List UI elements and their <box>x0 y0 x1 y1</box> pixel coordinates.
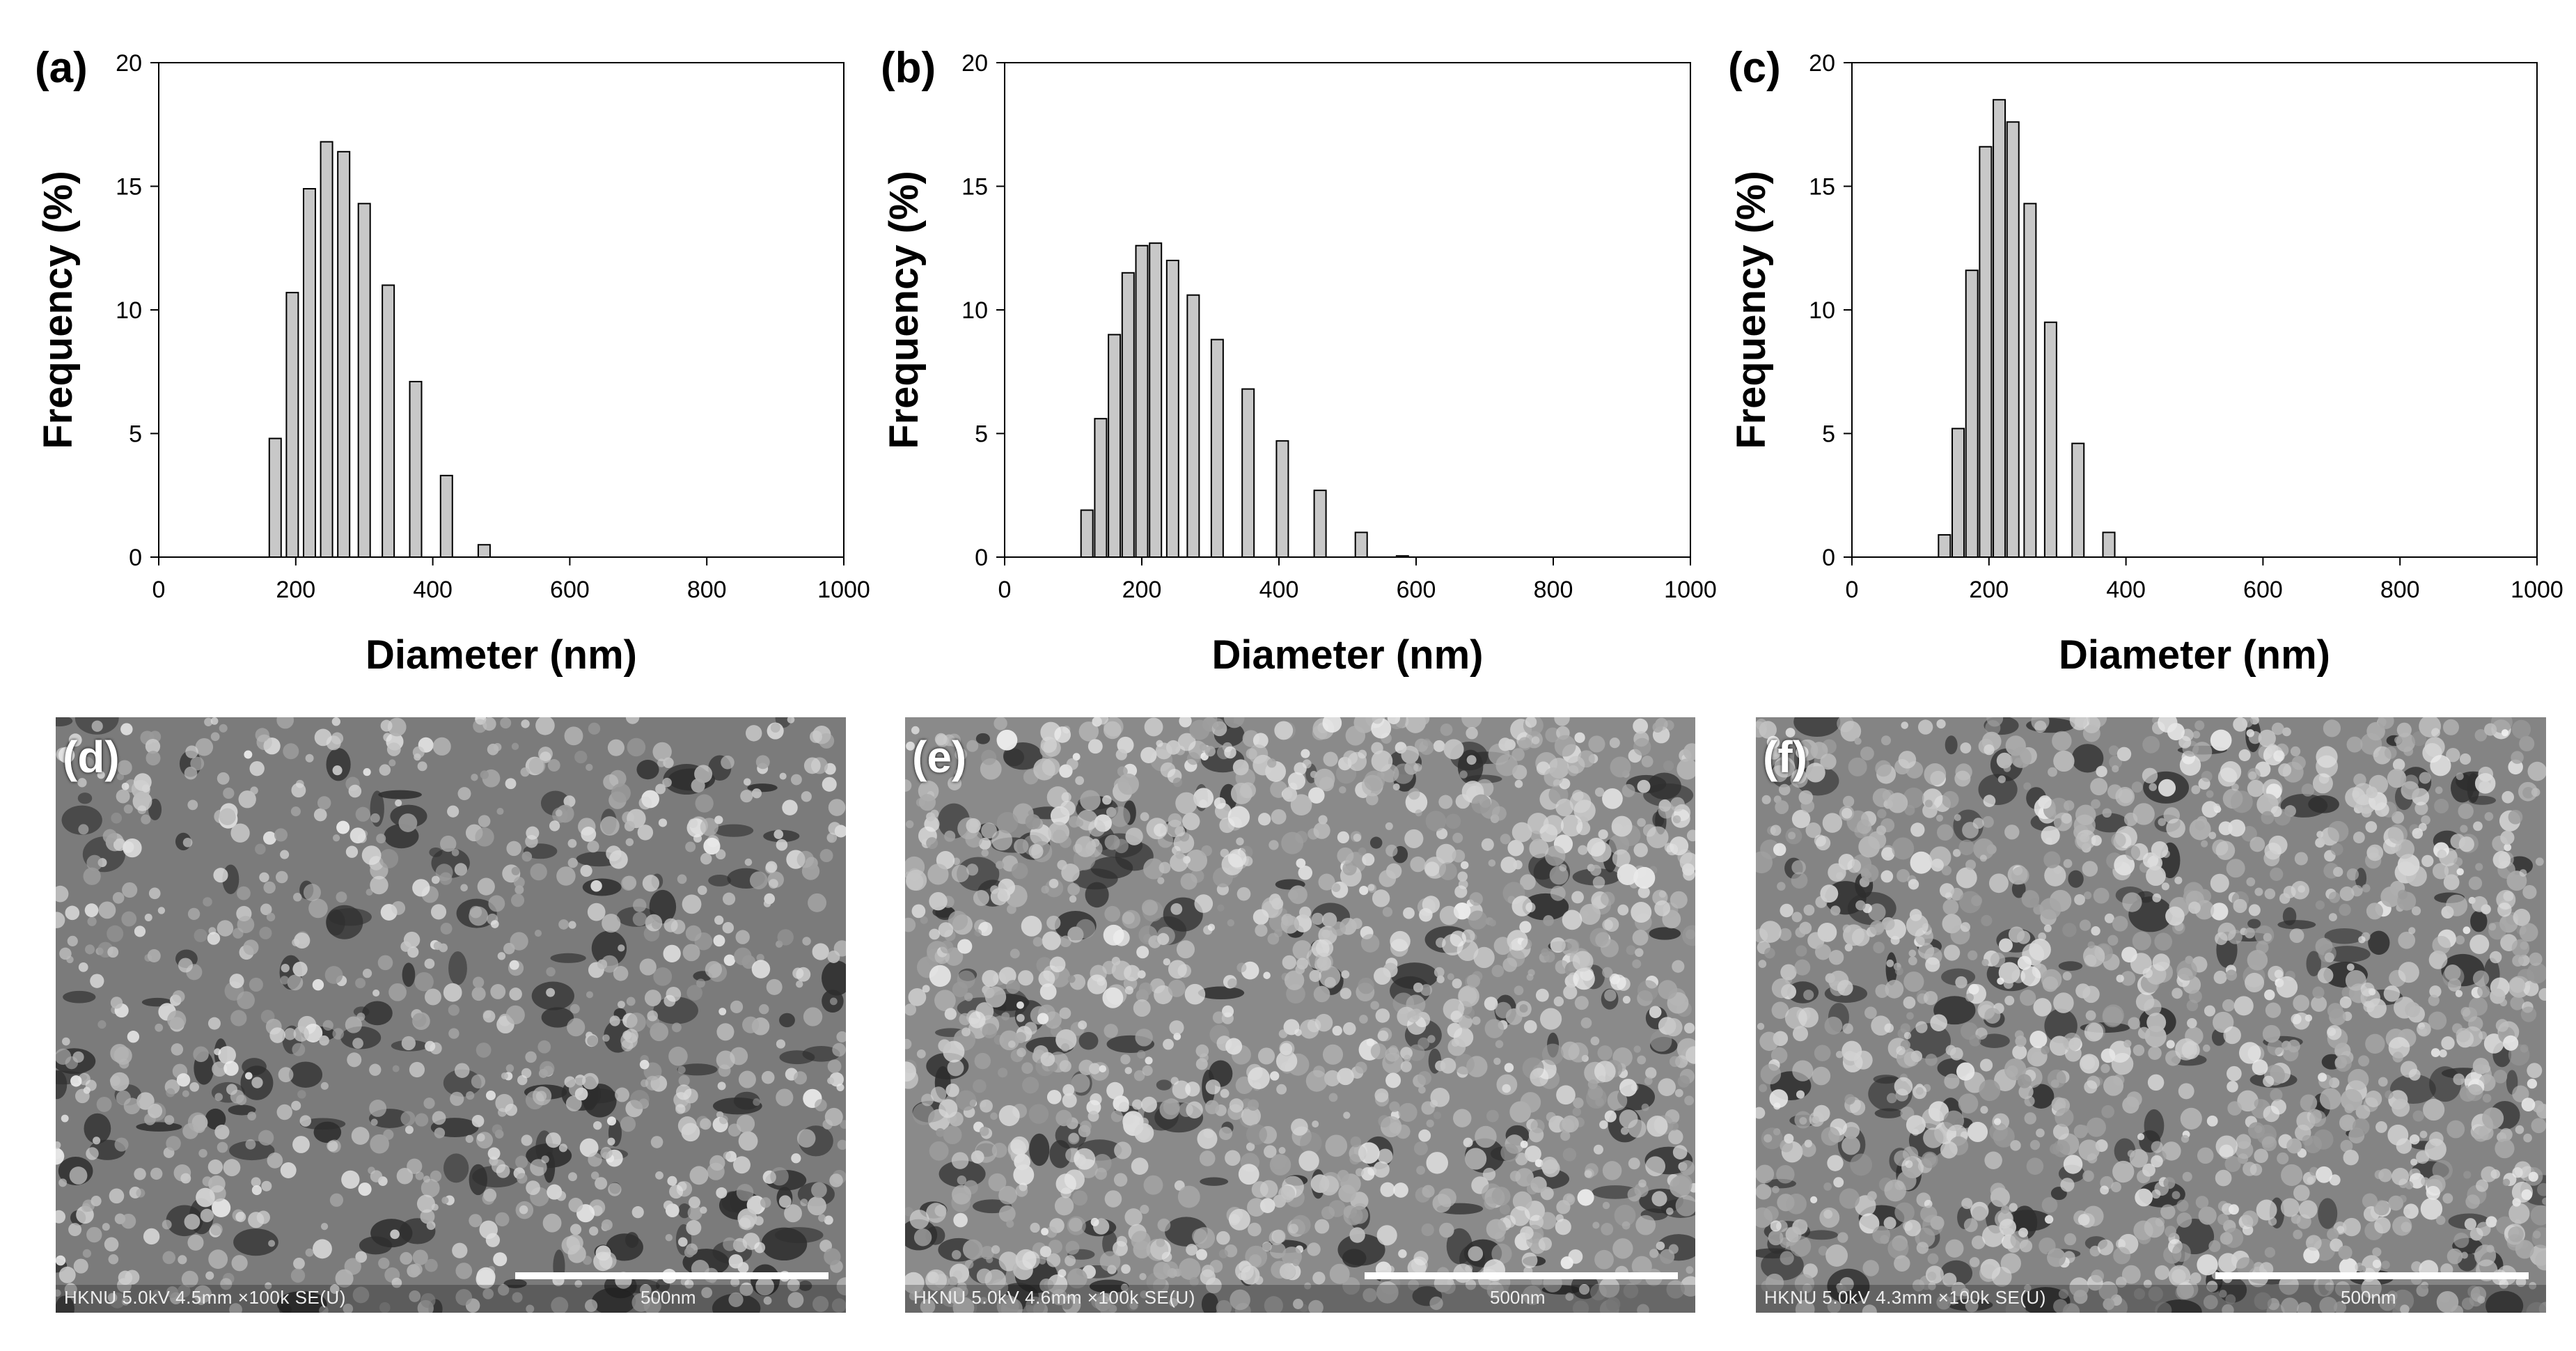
bar <box>1979 146 1993 558</box>
y-axis-label: Frequency (%) <box>36 171 81 449</box>
y-tick-label: 15 <box>116 174 142 201</box>
x-tick-label: 800 <box>2380 577 2420 603</box>
y-tick-label: 15 <box>961 174 988 201</box>
bar <box>320 141 333 559</box>
bar <box>1965 270 1979 558</box>
scale-bar-label: 500nm <box>2341 1287 2396 1308</box>
bar <box>1080 509 1094 558</box>
plot-frame <box>1004 62 1691 558</box>
x-tick-label: 1000 <box>1664 577 1717 603</box>
panel-label: (e) <box>912 732 967 782</box>
bar <box>357 203 371 558</box>
y-tick-label: 0 <box>1822 545 1835 571</box>
bar <box>1186 294 1200 558</box>
bar <box>2023 203 2037 558</box>
x-tick-label: 800 <box>1534 577 1573 603</box>
x-axis-label: Diameter (nm) <box>2059 632 2330 678</box>
x-tick-label: 200 <box>276 577 315 603</box>
x-tick-label: 1000 <box>817 577 870 603</box>
y-tick-label: 5 <box>1822 421 1835 448</box>
sem-info-text: HKNU 5.0kV 4.5mm ×100k SE(U) <box>64 1287 346 1308</box>
bar <box>2102 531 2116 558</box>
x-tick-label: 600 <box>1397 577 1436 603</box>
bar <box>1135 244 1149 558</box>
panel-label: (d) <box>63 732 120 782</box>
bar <box>1354 531 1368 558</box>
x-tick-label: 400 <box>413 577 453 603</box>
bar <box>1149 242 1163 558</box>
sem-info-text: HKNU 5.0kV 4.3mm ×100k SE(U) <box>1764 1287 2046 1308</box>
bar <box>382 284 395 558</box>
bar <box>1313 490 1327 559</box>
bar <box>2043 321 2057 558</box>
bar <box>1210 338 1224 558</box>
chart-2: 0 200 400 600 800 1000 0 5 10 15 20 Diameter (nm) Fr… <box>1728 44 2563 678</box>
bar <box>1094 418 1108 559</box>
x-tick-label: 0 <box>152 577 166 603</box>
bar <box>1165 260 1179 558</box>
chart-0: 0 200 400 600 800 1000 0 5 10 15 20 Diameter (nm) Fr… <box>35 44 870 678</box>
bar <box>1938 534 1951 558</box>
panel-label: (c) <box>1728 44 1781 92</box>
bar <box>302 188 316 558</box>
bar <box>439 474 453 558</box>
x-tick-label: 1000 <box>2511 577 2563 603</box>
bar <box>1275 440 1289 559</box>
panel-label: (a) <box>35 44 88 92</box>
y-tick-label: 20 <box>1809 50 1835 77</box>
x-axis-label: Diameter (nm) <box>366 632 637 678</box>
y-tick-label: 5 <box>975 421 988 448</box>
y-tick-label: 20 <box>961 50 988 77</box>
bar <box>1108 334 1122 558</box>
bar <box>2006 121 2020 558</box>
y-tick-label: 15 <box>1809 174 1835 201</box>
y-tick-label: 0 <box>975 545 988 571</box>
x-tick-label: 0 <box>998 577 1012 603</box>
x-tick-label: 600 <box>550 577 590 603</box>
x-tick-label: 400 <box>2106 577 2146 603</box>
bar <box>1993 99 2006 558</box>
bar <box>1951 428 1965 559</box>
x-tick-label: 400 <box>1259 577 1299 603</box>
sem-image-e: (e) HKNU 5.0kV 4.6mm ×100k SE(U) 500nm <box>905 717 1695 1313</box>
x-tick-label: 200 <box>1969 577 2009 603</box>
y-tick-label: 10 <box>961 297 988 324</box>
y-tick-label: 0 <box>129 545 142 571</box>
y-tick-label: 5 <box>129 421 142 448</box>
bar <box>477 544 491 558</box>
y-tick-label: 10 <box>1809 297 1835 324</box>
x-tick-label: 600 <box>2243 577 2283 603</box>
panel-label: (b) <box>881 44 936 92</box>
x-tick-label: 800 <box>687 577 727 603</box>
scale-bar-label: 500nm <box>1490 1287 1546 1308</box>
scale-bar <box>515 1272 828 1279</box>
plot-frame <box>158 62 845 558</box>
panel-label: (f) <box>1763 732 1807 782</box>
bar <box>1241 388 1255 558</box>
chart-1: 0 200 400 600 800 1000 0 5 10 15 20 Diameter (nm) Fr… <box>881 44 1717 678</box>
scale-bar <box>2215 1272 2529 1279</box>
scale-bar-label: 500nm <box>641 1287 696 1308</box>
bar <box>409 380 423 559</box>
bar <box>285 292 299 558</box>
bar <box>337 150 351 559</box>
y-tick-label: 20 <box>116 50 142 77</box>
bar <box>2071 442 2085 559</box>
bar <box>1121 272 1135 558</box>
x-tick-label: 200 <box>1122 577 1162 603</box>
y-axis-label: Frequency (%) <box>1729 171 1774 449</box>
y-tick-label: 10 <box>116 297 142 324</box>
x-axis-label: Diameter (nm) <box>1212 632 1484 678</box>
scale-bar <box>1365 1272 1678 1279</box>
y-axis-label: Frequency (%) <box>881 171 927 449</box>
bar <box>268 437 282 558</box>
sem-info-text: HKNU 5.0kV 4.6mm ×100k SE(U) <box>913 1287 1195 1308</box>
x-tick-label: 0 <box>1846 577 1859 603</box>
sem-image-f: (f) HKNU 5.0kV 4.3mm ×100k SE(U) 500nm <box>1756 717 2546 1313</box>
sem-image-d: (d) HKNU 5.0kV 4.5mm ×100k SE(U) 500nm <box>56 717 846 1313</box>
